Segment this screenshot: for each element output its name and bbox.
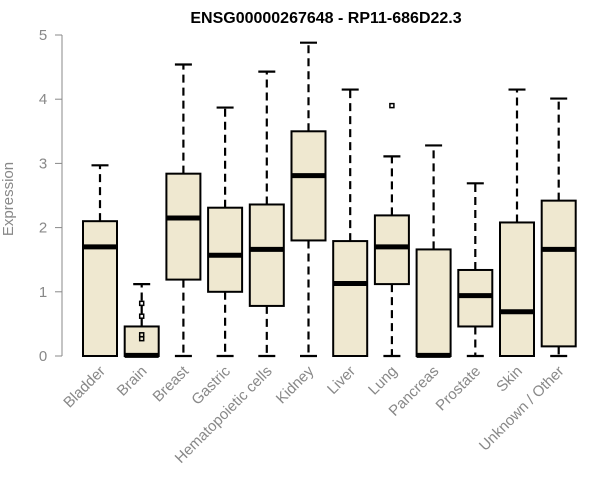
category-label-lung: Lung [365,363,401,399]
outlier-point [138,300,145,307]
category-label-breast: Breast [150,362,193,405]
category-label-liver: Liver [324,363,359,398]
box-rect [332,240,369,357]
box-rect [457,268,494,328]
y-tick-label: 1 [39,284,47,301]
box-rect [373,214,410,286]
boxes-group [82,41,577,358]
box-rect [415,248,452,357]
y-tick-label: 5 [39,27,47,44]
box-rect [165,172,202,281]
box-rect [499,221,535,357]
y-tick-label: 2 [39,220,47,237]
outlier-point [389,102,395,109]
outlier-point [138,313,145,319]
y-tick-label: 3 [39,155,47,172]
box-rect [290,130,327,242]
outlier-point [138,332,145,338]
category-label-skin: Skin [493,363,526,396]
box-kidney [290,41,327,358]
box-prostate [457,182,494,358]
box-skin [499,88,535,357]
chart-title: ENSG00000267648 - RP11-686D22.3 [190,10,461,27]
y-tick-label: 4 [39,91,47,108]
y-axis-label: Expression [0,162,17,236]
category-label-prostate: Prostate [433,363,485,415]
box-rect [248,203,285,307]
box-breast [165,63,202,358]
y-tick-label: 0 [39,348,47,365]
box-brain [123,282,160,358]
box-pancreas [415,144,452,358]
box-hematopoietic-cells [248,70,285,358]
box-liver [332,88,369,357]
category-label-brain: Brain [114,363,151,400]
box-rect [207,206,244,293]
box-unknown-other [540,97,577,358]
box-rect [82,220,118,357]
category-label-bladder: Bladder [60,363,109,412]
box-gastric [207,106,244,358]
category-label-kidney: Kidney [273,362,318,407]
box-lung [373,102,410,358]
box-bladder [82,164,118,357]
y-axis: 0 1 2 3 4 5 [39,27,63,365]
box-rect [540,199,577,348]
